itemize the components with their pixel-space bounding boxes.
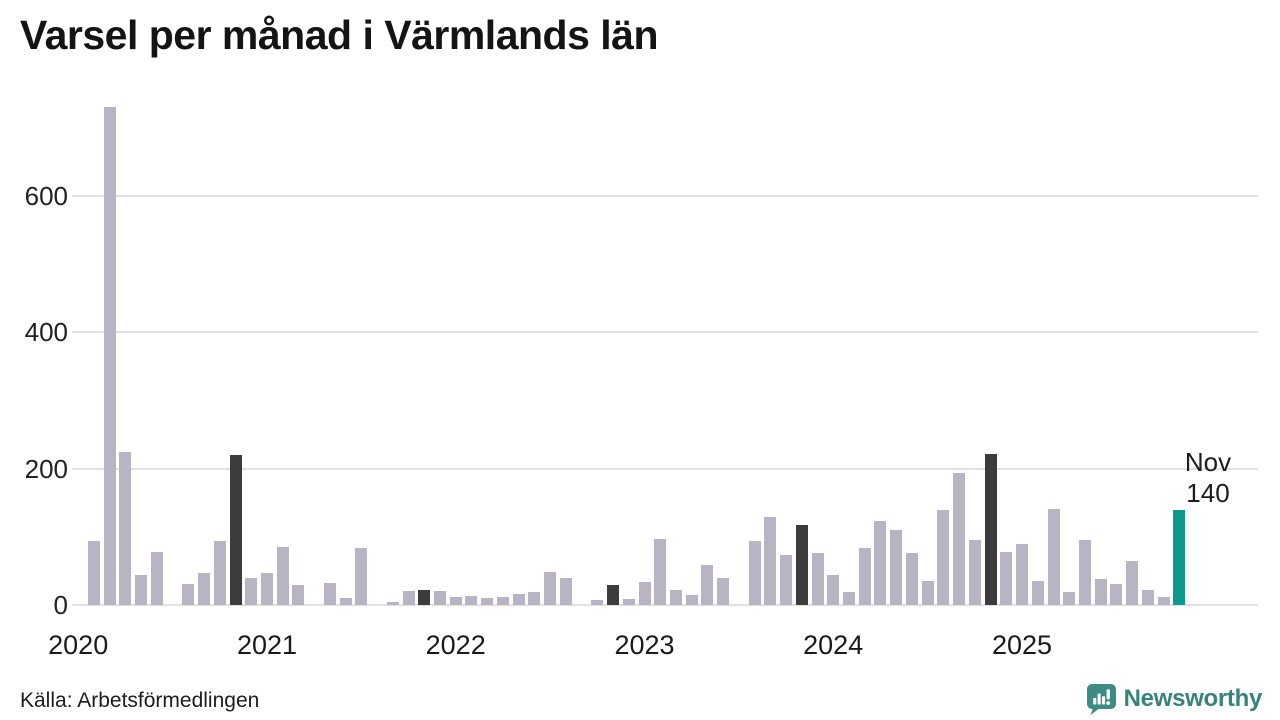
bar-2021-02: [276, 547, 289, 605]
bar-2023-04: [685, 594, 698, 605]
bar-2024-07: [921, 581, 934, 605]
bar-2020-03: [103, 107, 116, 605]
bar-2023-03: [669, 590, 682, 605]
bar-2022-06: [528, 592, 541, 605]
bar-2020-06: [150, 551, 163, 605]
bar-2024-09: [953, 473, 966, 605]
bar-2021-05: [323, 582, 336, 605]
x-axis-year-label-2022: 2022: [425, 630, 486, 660]
bar-2024-02: [843, 592, 855, 605]
bar-2021-07: [355, 548, 368, 605]
bar-2021-09: [386, 601, 399, 605]
bar-2022-01: [449, 596, 462, 605]
bar-2024-01: [827, 575, 840, 605]
bar-2024-08: [937, 509, 950, 605]
y-axis-tick-label: 0: [53, 590, 68, 620]
bar-2025-02: [1031, 581, 1044, 605]
bar-2022-08: [559, 577, 572, 605]
bar-2025-01: [1016, 543, 1028, 605]
bar-2020-08: [182, 583, 195, 605]
annotation-month-label: Nov: [1184, 447, 1232, 477]
y-axis-tick-label: 400: [24, 317, 68, 348]
bar-2022-05: [512, 594, 525, 605]
bar-2024-10: [968, 539, 981, 605]
chart-title: Varsel per månad i Värmlands län: [20, 12, 659, 58]
gridline-y-200: [72, 467, 1258, 470]
bar-2024-06: [905, 552, 918, 605]
x-axis-year-label-2021: 2021: [236, 630, 298, 660]
bar-2025-09: [1141, 590, 1154, 605]
bar-2023-06: [717, 577, 730, 605]
y-axis-tick-label: 200: [24, 453, 68, 484]
bar-2020-05: [135, 575, 148, 605]
bar-2023-05: [701, 564, 714, 605]
x-axis-year-label-2020: 2020: [48, 630, 109, 660]
newsworthy-wordmark: Newsworthy: [1123, 685, 1263, 712]
bar-2021-06: [339, 598, 352, 605]
bar-2022-10: [591, 600, 604, 605]
gridline-y-0: [72, 604, 1258, 606]
bar-2021-12: [434, 591, 446, 605]
y-axis-tick-label: 600: [24, 180, 68, 211]
bar-2020-10: [213, 540, 226, 605]
bar-2023-08: [748, 540, 761, 605]
bar-2022-11: [607, 585, 619, 605]
bar-2023-02: [654, 538, 667, 605]
bar-2022-07: [544, 572, 557, 605]
bar-2025-11: [1173, 509, 1186, 605]
bar-2021-11: [418, 590, 431, 605]
bar-2020-11: [229, 455, 242, 605]
bar-2022-12: [622, 598, 635, 605]
bar-2025-06: [1094, 579, 1107, 605]
newsworthy-speech-bubble-bar-chart-icon: [1086, 683, 1117, 716]
newsworthy-logo[interactable]: Newsworthy: [1086, 682, 1262, 716]
bar-2023-12: [811, 553, 824, 605]
bar-2025-10: [1157, 596, 1170, 605]
bar-2024-05: [890, 530, 903, 605]
bar-2020-09: [198, 572, 210, 605]
bar-2021-10: [402, 590, 415, 605]
bar-2023-11: [795, 524, 808, 605]
source-caption: Källa: Arbetsförmedlingen: [20, 689, 260, 712]
gridline-y-600: [72, 194, 1258, 197]
bar-2020-02: [87, 540, 100, 605]
bar-2023-01: [638, 581, 651, 605]
bar-2025-03: [1047, 508, 1060, 605]
bar-2023-10: [780, 554, 793, 605]
x-axis-year-label-2025: 2025: [991, 630, 1053, 660]
bar-2025-04: [1063, 592, 1076, 605]
bar-2025-07: [1110, 583, 1123, 605]
bar-2024-11: [984, 453, 997, 605]
bar-2020-04: [119, 451, 132, 605]
gridline-y-400: [72, 331, 1258, 334]
annotation-value-label: 140: [1186, 478, 1230, 508]
bar-2020-12: [245, 577, 258, 605]
bar-2021-03: [292, 584, 305, 605]
bar-2022-03: [481, 597, 494, 605]
bar-2024-03: [858, 548, 871, 605]
x-axis-year-label-2024: 2024: [803, 630, 864, 660]
bar-2025-05: [1078, 539, 1091, 605]
bar-2024-04: [874, 521, 887, 605]
x-axis-year-label-2023: 2023: [614, 630, 675, 660]
last-bar-annotation: Nov 140: [1179, 447, 1237, 509]
bar-2022-04: [496, 596, 509, 605]
bar-2022-02: [465, 596, 478, 605]
bar-2021-01: [261, 572, 273, 605]
bar-2025-08: [1126, 560, 1139, 605]
bar-2023-09: [764, 517, 777, 605]
bar-2024-12: [1000, 551, 1013, 605]
